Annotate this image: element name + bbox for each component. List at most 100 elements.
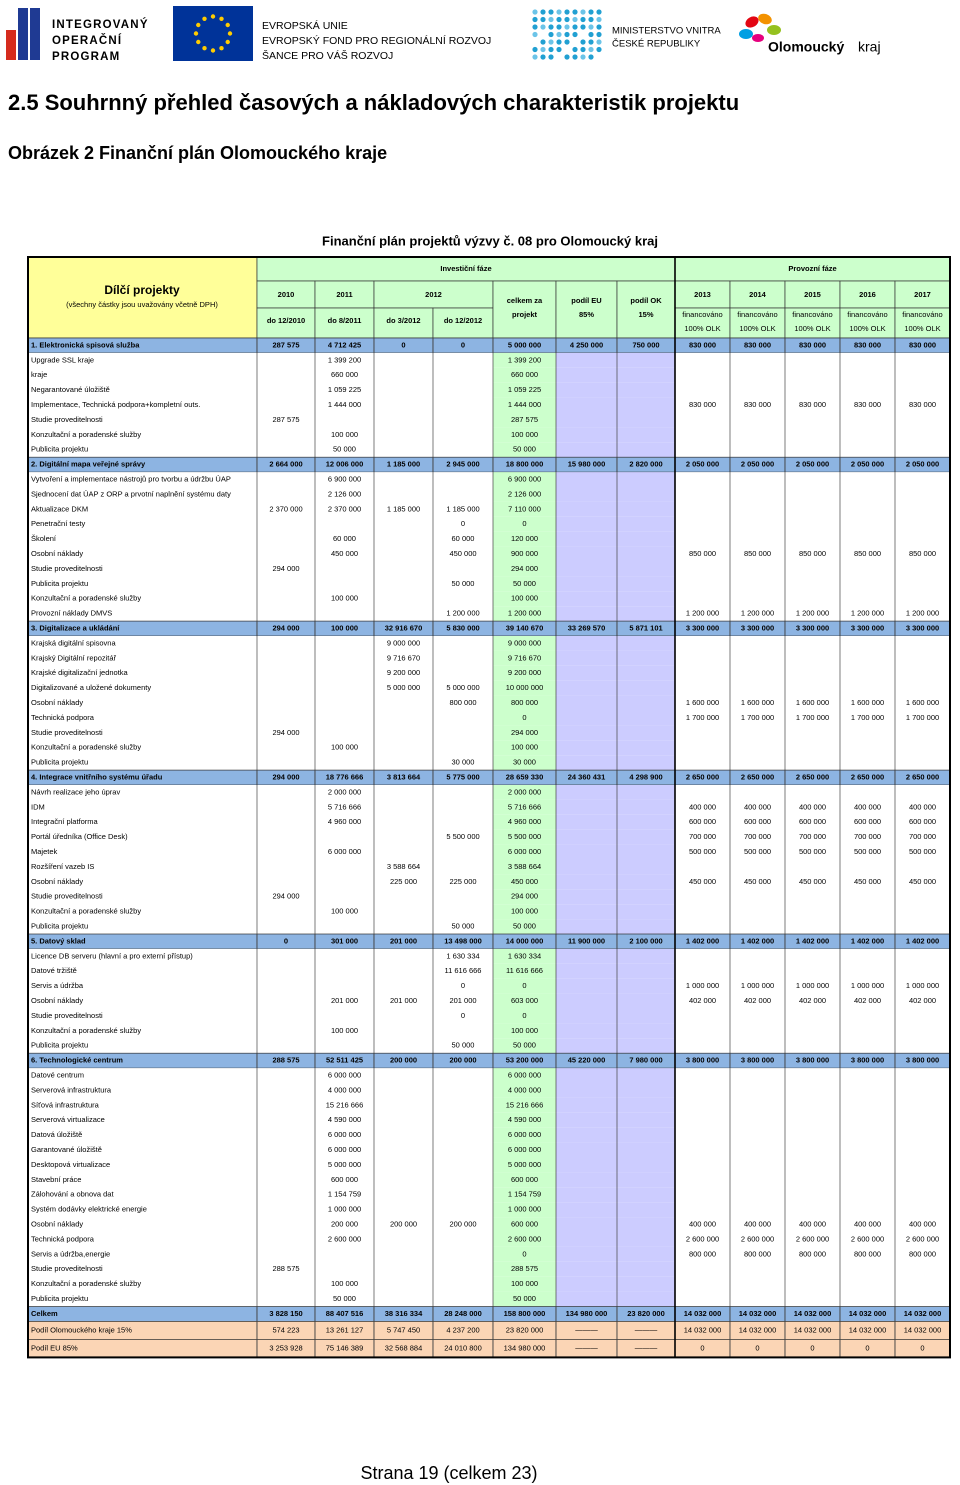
table-cell (675, 442, 730, 458)
logo-text: MINISTERSTVO VNITRA (612, 26, 721, 37)
dot (564, 24, 570, 30)
table-cell (840, 382, 895, 398)
table-cell (730, 1187, 785, 1203)
dot (548, 31, 554, 38)
cell-text: 4 298 900 (629, 773, 662, 782)
cell-text: 660 000 (331, 370, 358, 379)
cell-text: 6 000 000 (328, 1145, 361, 1154)
table-cell (493, 1112, 556, 1128)
cell-text: 2 820 000 (629, 460, 662, 469)
table-cell (675, 636, 730, 651)
cell-text: 38 316 334 (385, 1309, 423, 1318)
table-cell (374, 919, 433, 934)
cell-text: 2. Digitální mapa veřejné správy (31, 460, 146, 469)
cell-text: 0 (284, 936, 288, 945)
dot (588, 54, 594, 60)
cell-text: 400 000 (689, 1220, 716, 1229)
table-cell (556, 606, 617, 622)
table-cell (840, 859, 895, 875)
table-cell (374, 1217, 433, 1232)
table-cell (840, 874, 895, 890)
table-cell (617, 591, 675, 607)
table-cell (730, 665, 785, 681)
table-cell (315, 859, 374, 875)
cell-text: ——— (575, 1325, 598, 1334)
dot (532, 46, 538, 53)
cell-text: 600 000 (744, 817, 771, 826)
table-cell (28, 650, 257, 666)
table-cell (730, 1246, 785, 1262)
cell-text: 830 000 (854, 400, 881, 409)
table-cell (730, 889, 785, 905)
cell-text: Publicita projektu (31, 922, 88, 931)
table-cell (617, 785, 675, 800)
cell-text: 600 000 (909, 817, 936, 826)
heading: 2.5 Souhrnný přehled časových a nákladov… (8, 90, 739, 115)
table-cell (785, 919, 840, 934)
dot (564, 39, 570, 45)
table-cell (785, 785, 840, 800)
dot (588, 39, 594, 45)
cell-text: Publicita projektu (31, 1041, 88, 1050)
cell-text: 830 000 (799, 340, 826, 349)
table-cell (493, 948, 556, 964)
table-cell (28, 1112, 257, 1128)
cell-text: 4 237 200 (446, 1325, 479, 1334)
table-cell (895, 710, 950, 726)
table-cell (315, 665, 374, 681)
table-cell (730, 1023, 785, 1039)
table-cell (617, 546, 675, 562)
table-cell (730, 546, 785, 562)
table-cell (556, 829, 617, 845)
cell-text: 15 980 000 (568, 460, 606, 469)
table-cell (374, 993, 433, 1009)
table-cell (840, 844, 895, 860)
cell-text: 50 000 (452, 922, 475, 931)
table-cell (556, 650, 617, 666)
table-cell (840, 427, 895, 443)
dot (572, 16, 578, 23)
table-cell (374, 1291, 433, 1307)
table-cell (374, 665, 433, 681)
table-cell (374, 561, 433, 577)
cell-text: 400 000 (799, 802, 826, 811)
star (196, 22, 201, 28)
cell-text: Integrační platforma (31, 817, 99, 826)
table-cell (493, 472, 556, 487)
table-cell (257, 1246, 315, 1262)
cell-text: Konzultační a poradenské služby (31, 1026, 141, 1035)
cell-text: 2013 (694, 290, 711, 299)
table-cell (493, 1232, 556, 1247)
cell-text: Digitalizované a uložené dokumenty (31, 683, 151, 692)
table-cell (675, 1023, 730, 1039)
table-cell (785, 725, 840, 741)
cell-text: financováno (902, 310, 942, 319)
cell-text: 500 000 (799, 847, 826, 856)
cell-text: 3 300 000 (741, 624, 774, 633)
table-cell (556, 904, 617, 920)
table-cell (895, 1008, 950, 1024)
table-cell (433, 993, 493, 1009)
table-cell (493, 1157, 556, 1173)
table-cell (257, 725, 315, 741)
cell-text: Penetrační testy (31, 519, 85, 528)
cell-text: Negarantované úložiště (31, 385, 110, 394)
table-cell (785, 889, 840, 905)
cell-text: 6 900 000 (328, 475, 361, 484)
logo-text: OPERAČNÍ (52, 34, 122, 47)
cell-text: 5 871 101 (629, 624, 662, 633)
table-cell (374, 1142, 433, 1158)
table-cell (895, 650, 950, 666)
cell-text: 5 500 000 (446, 832, 479, 841)
table-cell (315, 740, 374, 756)
table-cell (493, 874, 556, 890)
table-cell (433, 978, 493, 994)
table-cell (315, 785, 374, 800)
cell-text: 1 000 000 (851, 981, 884, 990)
table-cell (315, 1142, 374, 1158)
table-cell (785, 799, 840, 815)
cell-text: 4 712 425 (328, 340, 361, 349)
table-cell (28, 978, 257, 994)
table-cell (840, 1157, 895, 1173)
table-cell (895, 1261, 950, 1277)
